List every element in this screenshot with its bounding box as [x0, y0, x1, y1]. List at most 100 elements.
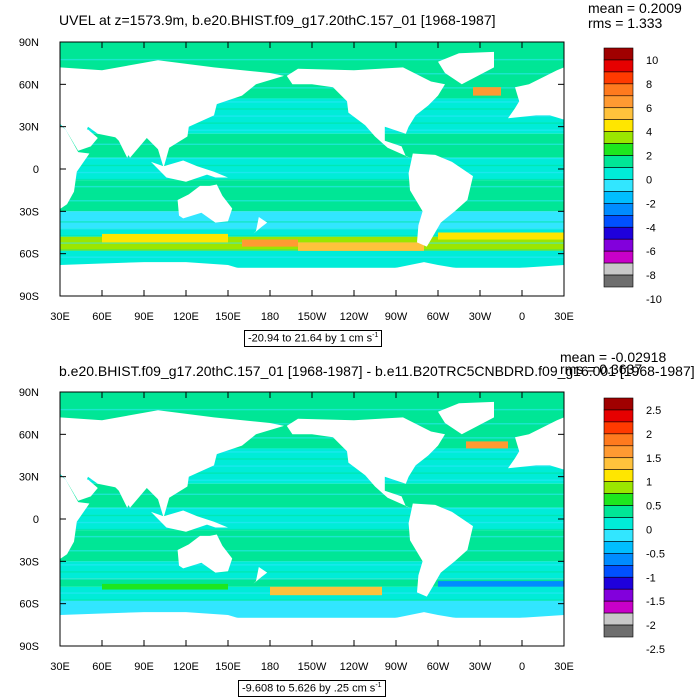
mean-value: mean = -0.02918 [560, 349, 667, 365]
colorbar-swatch [603, 167, 634, 180]
y-tick-label: 30N [19, 122, 39, 134]
x-tick-label: 30E [50, 311, 70, 323]
colorbar-label: 1.5 [646, 453, 661, 465]
colorbar-swatch [603, 612, 634, 626]
colorbar-swatch [603, 576, 634, 590]
ocean-stripe [60, 256, 564, 258]
y-tick-label: 30S [19, 206, 39, 218]
x-tick-label: 60W [427, 311, 450, 323]
x-tick-label: 90E [134, 661, 154, 673]
x-tick-label: 150W [298, 661, 327, 673]
colorbar-label: 2 [646, 429, 652, 441]
eurasia-land [60, 60, 284, 168]
y-tick-label: 30S [19, 556, 39, 568]
panel-top: 30E 60E 90E 120E 150E 180 150W 120W 90W 60W 30W 0 30… [19, 1, 682, 347]
y-tick-label: 0 [33, 164, 39, 176]
ocean-stripe [60, 528, 564, 531]
australia-land [177, 184, 233, 223]
x-tick-label: 120W [340, 311, 369, 323]
colorbar-label: 0 [646, 524, 652, 536]
x-tick-label: 60E [92, 311, 112, 323]
ocean-stripe [60, 101, 564, 103]
ocean-stripe [60, 444, 564, 446]
ocean-stripe [60, 157, 564, 160]
x-tick-label: 90W [385, 311, 408, 323]
india-land [113, 485, 142, 508]
colorbar-swatch [603, 119, 634, 132]
x-tick-label: 30E [50, 661, 70, 673]
colorbar-label: 6 [646, 103, 652, 115]
colorbar-swatch [603, 409, 634, 423]
ocean-stripe [60, 164, 564, 167]
contour-unit-exponent: -1 [375, 682, 382, 689]
colorbar-swatch [603, 433, 634, 447]
ocean-stripe [60, 585, 564, 587]
colorbar-swatch [603, 529, 634, 542]
x-tick-label: 180 [261, 311, 279, 323]
north-america-land [286, 417, 445, 508]
colorbar-swatch [603, 226, 634, 240]
y-tick-label: 30N [19, 472, 39, 484]
colorbar-swatch [603, 250, 634, 264]
colorbar-swatch [603, 517, 634, 530]
y-tick-label: 90N [19, 37, 39, 49]
ocean-stripe [60, 87, 564, 89]
colorbar-label: 0.5 [646, 501, 661, 513]
colorbar-swatch [603, 397, 634, 411]
current-anomaly [270, 586, 382, 596]
current-anomaly [473, 87, 501, 96]
ocean-field [60, 42, 564, 296]
colorbar-swatch [603, 155, 634, 168]
ocean-band [60, 530, 564, 562]
ocean-stripe [60, 578, 564, 580]
ocean-stripe [60, 207, 564, 209]
colorbar-swatch [603, 600, 634, 614]
ocean-stripe [60, 115, 564, 117]
ocean-stripe [60, 514, 564, 517]
ocean-stripe [60, 171, 564, 174]
colorbar-swatch [603, 59, 634, 73]
ocean-band [60, 228, 564, 237]
contour-unit-exponent: -1 [372, 332, 379, 339]
colorbar-swatch [603, 588, 634, 602]
colorbar-swatch [603, 191, 634, 204]
colorbar-swatch [603, 262, 634, 276]
current-anomaly [438, 232, 564, 240]
colorbar-swatch [603, 469, 634, 482]
colorbar-label: 2.5 [646, 405, 661, 417]
africa-land [60, 123, 90, 209]
ocean-stripe [60, 129, 564, 131]
arabia-land [67, 129, 98, 151]
ocean-stripe [60, 415, 564, 418]
ocean-stripe [60, 458, 564, 460]
colorbar-label: 8 [646, 79, 652, 91]
indonesia-land [151, 510, 228, 532]
ocean-band [60, 507, 564, 531]
colorbar-swatch [603, 203, 634, 216]
ocean-stripe [60, 472, 564, 474]
eurasia-land [60, 410, 284, 518]
colorbar-label: -6 [646, 246, 656, 258]
colorbar-label: -10 [646, 294, 662, 306]
x-tick-label: 0 [519, 311, 525, 323]
y-tick-label: 60N [19, 429, 39, 441]
ocean-stripe [60, 221, 564, 223]
colorbar-swatch [603, 274, 634, 288]
colorbar-swatch [603, 481, 634, 494]
colorbar-swatch [603, 107, 634, 120]
colorbar-swatch [603, 457, 634, 470]
ocean-band [60, 157, 564, 181]
europe-land [508, 417, 564, 470]
arabia-land [67, 479, 98, 501]
ocean-stripe [60, 192, 564, 195]
colorbar-label: -2 [646, 198, 656, 210]
australia-land [177, 534, 233, 573]
x-tick-label: 150E [215, 661, 241, 673]
y-tick-label: 90N [19, 387, 39, 399]
current-anomaly [102, 583, 228, 590]
x-tick-label: 120E [173, 311, 199, 323]
ocean-stripe [60, 122, 564, 124]
new-zealand-land [253, 567, 268, 584]
y-tick-label: 60N [19, 79, 39, 91]
y-tick-label: 60S [19, 599, 39, 611]
